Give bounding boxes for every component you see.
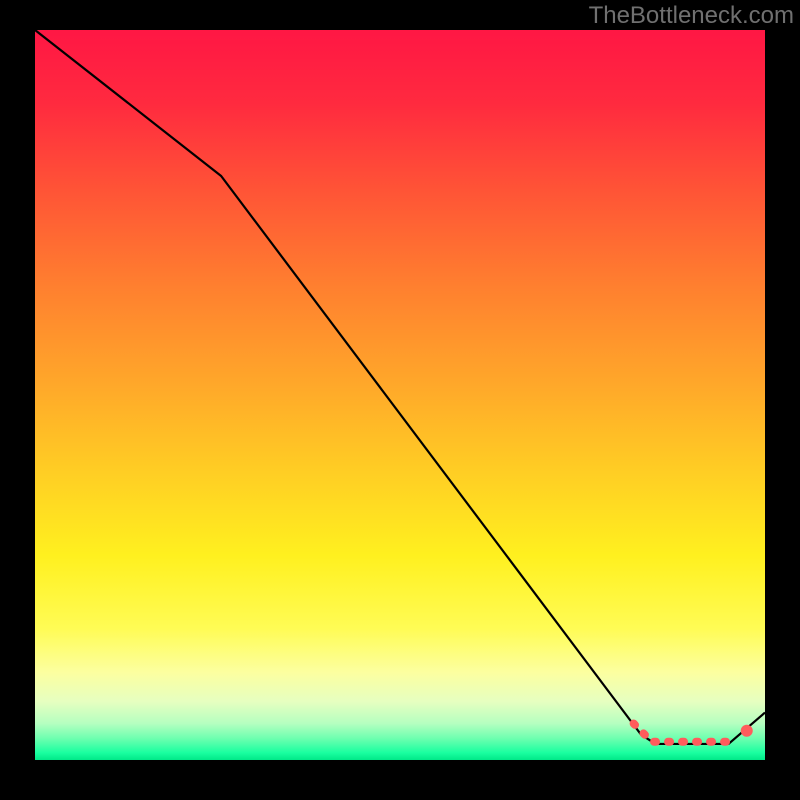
chart-container: TheBottleneck.com — [0, 0, 800, 800]
bottleneck-chart — [0, 0, 800, 800]
watermark-text: TheBottleneck.com — [589, 2, 794, 30]
plot-background — [35, 30, 765, 760]
end-marker — [741, 725, 753, 737]
